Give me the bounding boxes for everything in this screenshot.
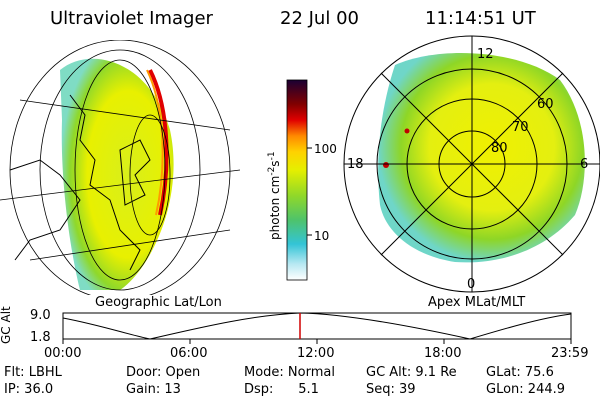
dsp-info: Dsp: 5.1 [244,382,319,397]
mlt-0-label: 0 [467,277,476,292]
ip-info: IP: 36.0 [4,382,54,397]
timeline-axis-label: GC Alt [0,306,13,344]
colorbar-tick-10: 10 [314,229,330,243]
timeline-y-bottom: 1.8 [30,330,51,345]
left-panel-label: Geographic Lat/Lon [95,295,222,310]
right-panel-label: Apex MLat/MLT [428,295,526,310]
timeline-y-top: 9.0 [30,308,51,323]
glon-info: GLon: 244.9 [486,382,566,397]
time-label: 11:14:51 UT [425,8,536,29]
gcalt-info: GC Alt: 9.1 Re [366,365,457,380]
colorbar-units: photon cm-2s-1 [267,151,282,240]
date-label: 22 Jul 00 [280,8,359,29]
seq-info: Seq: 39 [366,382,416,397]
mlt-12-label: 12 [477,47,494,62]
gain-info: Gain: 13 [126,382,181,397]
mode-info: Mode: Normal [244,365,335,380]
mlt-18-label: 18 [347,157,364,172]
colorbar-tick-100: 100 [314,142,337,156]
timeline-tick-4: 23:59 [551,346,589,361]
door-info: Door: Open [126,365,201,380]
glat-info: GLat: 75.6 [486,365,554,380]
timeline-tick-0: 00:00 [44,346,82,361]
timeline-tick-3: 18:00 [424,346,462,361]
flt-info: Flt: LBHL [4,365,62,380]
lat-70-label: 70 [512,120,529,135]
lat-80-label: 80 [491,141,508,156]
timeline-tick-2: 12:00 [297,346,335,361]
instrument-title: Ultraviolet Imager [50,8,213,29]
timeline-tick-1: 06:00 [170,346,208,361]
mlt-6-label: 6 [580,157,589,172]
lat-60-label: 60 [537,97,554,112]
